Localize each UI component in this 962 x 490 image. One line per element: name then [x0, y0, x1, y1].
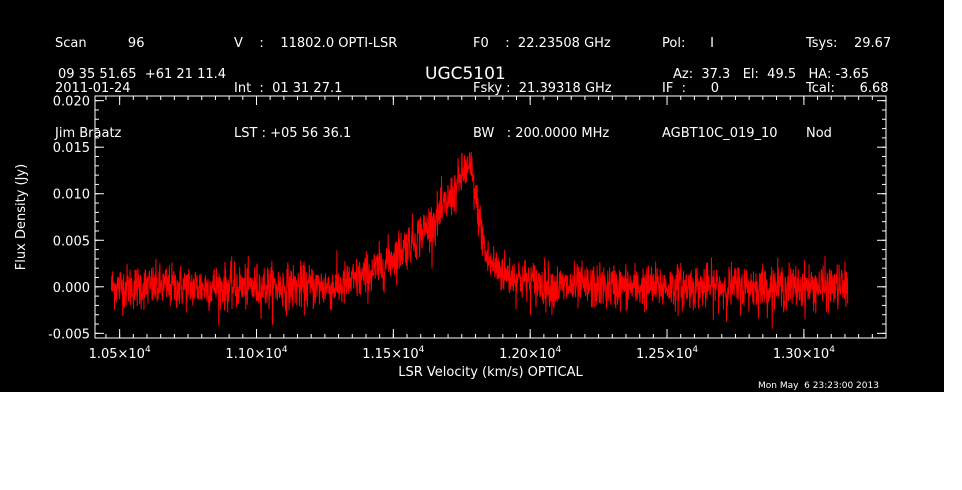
y-tick-label: 0.020: [53, 95, 90, 110]
header-col-5: Tsys: 29.67 Tcal: 6.68 Nod: [806, 6, 891, 171]
x-tick-label: 1.20×104: [499, 345, 561, 362]
observation-date: 2011-01-24: [55, 81, 131, 96]
lst-info: LST : +05 56 36.1: [234, 126, 352, 141]
y-tick-label: 0.015: [53, 141, 90, 156]
bandwidth: BW : 200.0000 MHz: [473, 126, 610, 141]
procedure: Nod: [806, 126, 832, 141]
project-id: AGBT10C_019_10: [662, 126, 778, 141]
header-col-2: V : 11802.0 OPTI-LSR Int : 01 31 27.1 LS…: [234, 6, 397, 171]
velocity-info: V : 11802.0 OPTI-LSR: [234, 36, 398, 51]
spectrum-line: [110, 151, 849, 329]
if-number: IF : 0: [662, 81, 720, 96]
header-col-1: Scan 96 2011-01-24 Jim Braatz: [55, 6, 144, 171]
sky-frequency: Fsky : 21.39318 GHz: [473, 81, 612, 96]
spectrum-plot: -0.005 0.000 0.005 0.010 0.015 0.020 1.05×104 1…: [14, 95, 887, 380]
y-tick-label: 0.010: [53, 188, 90, 203]
observer-name: Jim Braatz: [55, 126, 122, 141]
header-col-4: Pol: I IF : 0 AGBT10C_019_10: [662, 6, 778, 171]
x-axis-label: LSR Velocity (km/s) OPTICAL: [398, 365, 583, 380]
tcal: Tcal: 6.68: [806, 81, 889, 96]
source-coordinates: 09 35 51.65 +61 21 11.4: [58, 67, 227, 82]
y-tick-label: -0.005: [48, 327, 90, 342]
x-tick-label: 1.30×104: [773, 345, 835, 362]
az-el-ha: Az: 37.3 El: 49.5 HA: -3.65: [673, 67, 870, 82]
scan-number: Scan 96: [55, 36, 145, 51]
x-tick-label: 1.10×104: [225, 345, 287, 362]
plot-frame: [94, 95, 887, 339]
timestamp: Mon May 6 23:23:00 2013: [758, 381, 879, 391]
y-axis-label: Flux Density (Jy): [14, 164, 29, 270]
x-tick-label: 1.25×104: [636, 345, 698, 362]
polarization: Pol: I: [662, 36, 714, 51]
y-tick-label: 0.000: [53, 281, 90, 296]
tsys: Tsys: 29.67: [806, 36, 892, 51]
rest-frequency: F0 : 22.23508 GHz: [473, 36, 611, 51]
plot-panel: Scan 96 2011-01-24 Jim Braatz V : 11802.…: [0, 0, 944, 392]
source-name: UGC5101: [425, 64, 506, 84]
header-col-3: F0 : 22.23508 GHz Fsky : 21.39318 GHz BW…: [473, 6, 612, 171]
y-tick-label: 0.005: [53, 234, 90, 249]
integration-time: Int : 01 31 27.1: [234, 81, 343, 96]
x-tick-label: 1.05×104: [89, 345, 151, 362]
x-tick-label: 1.15×104: [362, 345, 424, 362]
